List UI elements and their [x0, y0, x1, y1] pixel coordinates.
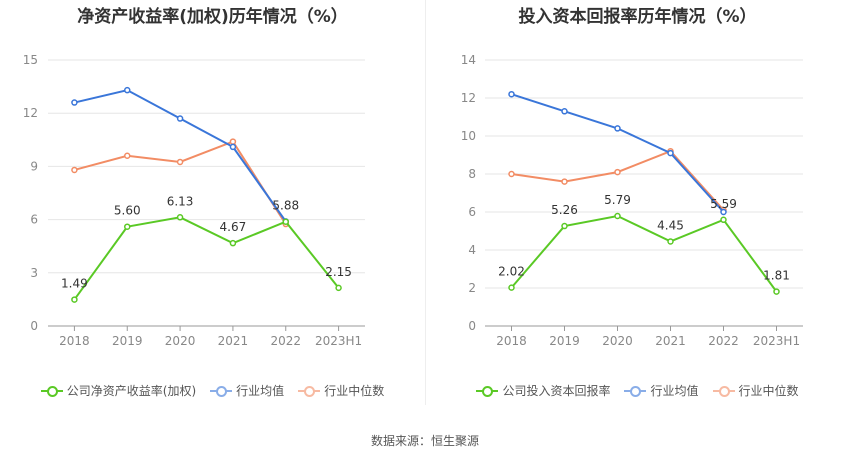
data-label: 5.88: [272, 199, 299, 213]
y-tick-label: 0: [30, 319, 38, 333]
data-label: 1.49: [61, 277, 88, 291]
data-label: 5.26: [551, 203, 578, 217]
legend-swatch-icon: [210, 385, 233, 397]
roic-legend: 公司投入资本回报率 行业均值 行业中位数: [425, 382, 850, 399]
data-label: 6.13: [167, 194, 194, 208]
company-data-point: [561, 222, 568, 230]
data-label: 2.02: [498, 265, 525, 279]
legend-label: 行业中位数: [738, 384, 799, 398]
x-tick-label: 2021: [218, 334, 249, 348]
roe-chart-panel: 净资产收益率(加权)历年情况（%） 0 3 6 9 12 15 2018 2019 2020 20…: [0, 0, 425, 420]
median-data-point: [71, 166, 78, 174]
x-tick-label: 2020: [602, 334, 633, 348]
data-label: 4.45: [657, 218, 684, 232]
legend-item-avg[interactable]: 行业均值: [624, 382, 699, 399]
x-tick-label: 2019: [549, 334, 580, 348]
avg-data-point: [667, 149, 674, 157]
legend-swatch-icon: [476, 385, 499, 397]
legend-label: 公司投入资本回报率: [502, 384, 611, 398]
legend-item-median[interactable]: 行业中位数: [298, 382, 384, 399]
legend-label: 行业均值: [236, 384, 285, 398]
company-data-point: [667, 238, 674, 245]
company-data-point: [71, 296, 78, 303]
legend-swatch-icon: [298, 385, 321, 397]
company-data-point: [720, 216, 727, 224]
avg-data-point: [561, 108, 568, 115]
y-tick-label: 8: [468, 167, 476, 181]
y-tick-label: 6: [30, 213, 38, 227]
y-tick-label: 6: [468, 205, 476, 219]
data-label: 4.67: [220, 220, 247, 234]
company-data-point: [508, 284, 515, 291]
avg-data-point: [720, 208, 727, 216]
x-tick-label: 2018: [496, 334, 527, 348]
x-tick-label: 2019: [112, 334, 143, 348]
company-data-point: [614, 212, 621, 220]
avg-data-point: [229, 143, 237, 151]
y-tick-label: 10: [461, 129, 476, 143]
data-label: 5.79: [604, 193, 631, 207]
company-series-line: [73, 216, 340, 301]
avg-data-point: [176, 115, 184, 122]
panel-divider: [425, 0, 426, 405]
roe-legend: 公司净资产收益率(加权) 行业均值 行业中位数: [0, 382, 425, 399]
company-data-point: [229, 239, 237, 247]
chart-title: 净资产收益率(加权)历年情况（%）: [77, 7, 348, 27]
legend-swatch-icon: [40, 385, 63, 397]
median-data-point: [508, 170, 515, 178]
x-tick-label: 2023H1: [315, 334, 362, 348]
x-tick-label: 2018: [59, 334, 90, 348]
company-data-point: [176, 214, 184, 221]
y-tick-label: 14: [461, 53, 476, 67]
legend-item-company[interactable]: 公司投入资本回报率: [476, 382, 610, 399]
x-tick-label: 2022: [708, 334, 739, 348]
data-label: 2.15: [325, 265, 352, 279]
company-data-point: [773, 288, 780, 295]
y-tick-label: 0: [468, 319, 476, 333]
company-data-point: [124, 223, 131, 230]
data-label: 5.59: [710, 197, 737, 211]
legend-item-median[interactable]: 行业中位数: [712, 382, 799, 399]
company-data-point: [335, 284, 342, 292]
data-label: 1.81: [763, 269, 790, 283]
data-label: 5.60: [114, 204, 141, 218]
legend-swatch-icon: [712, 385, 735, 397]
x-tick-label: 2020: [165, 334, 196, 348]
legend-label: 行业均值: [650, 384, 699, 398]
y-tick-label: 12: [461, 91, 476, 105]
legend-item-company[interactable]: 公司净资产收益率(加权): [40, 382, 197, 399]
chart-title: 投入资本回报率历年情况（%）: [518, 7, 757, 27]
data-source: 数据来源：恒生聚源: [370, 434, 479, 448]
median-data-point: [176, 158, 184, 166]
median-data-point: [124, 152, 131, 160]
x-tick-label: 2022: [270, 334, 301, 348]
y-tick-label: 4: [468, 243, 476, 257]
roic-line-chart: 0 2 4 6 8 10 12 14 2018 2019 2020 2021 2022 2023H1 2.0…: [461, 53, 803, 348]
median-series-line: [74, 140, 287, 225]
median-data-point: [229, 138, 237, 145]
legend-label: 行业中位数: [324, 384, 385, 398]
x-tick-label: 2021: [655, 334, 686, 348]
y-tick-label: 12: [23, 106, 38, 120]
roic-chart-panel: 投入资本回报率历年情况（%） 0 2 4 6 8 10 12 14 2018 2019 2020 20…: [425, 0, 850, 420]
y-tick-label: 3: [30, 266, 38, 280]
avg-data-point: [71, 99, 78, 106]
legend-label: 公司净资产收益率(加权): [66, 384, 197, 398]
y-tick-label: 9: [30, 159, 38, 173]
avg-data-point: [614, 125, 621, 132]
x-tick-label: 2023H1: [753, 334, 800, 348]
y-tick-label: 15: [23, 53, 38, 67]
median-data-point: [561, 178, 568, 185]
median-data-point: [614, 168, 621, 176]
company-series-line: [510, 214, 778, 293]
avg-data-point: [124, 86, 131, 94]
roe-line-chart: 0 3 6 9 12 15 2018 2019 2020 2021 2022 2023H1 1.49 5.…: [23, 53, 365, 348]
legend-swatch-icon: [624, 385, 647, 397]
avg-data-point: [508, 90, 515, 98]
y-tick-label: 2: [468, 281, 476, 295]
legend-item-avg[interactable]: 行业均值: [210, 382, 284, 399]
company-data-point: [282, 218, 289, 225]
